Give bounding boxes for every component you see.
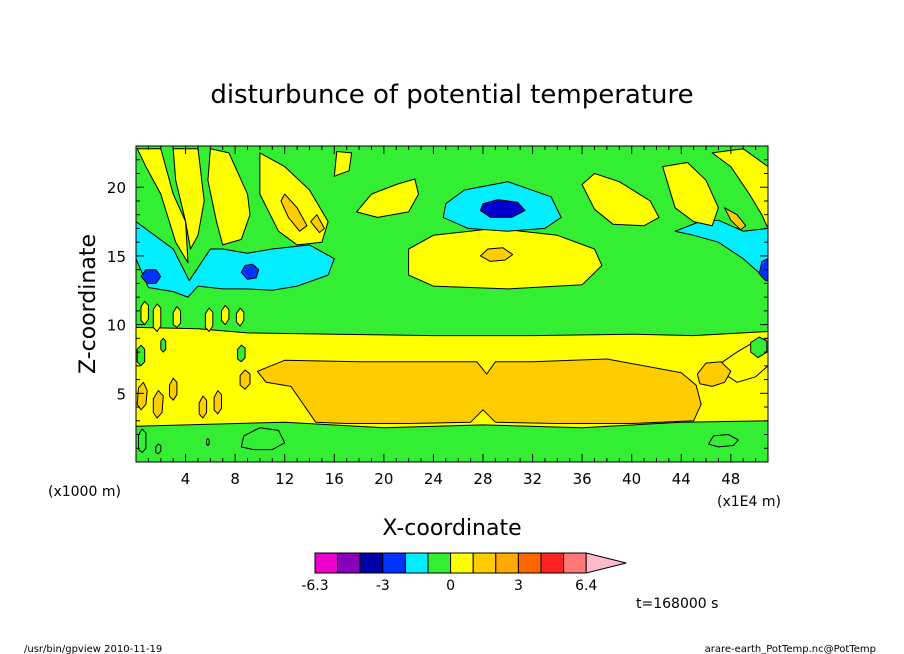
contour-region-gold-left-2 <box>152 390 164 419</box>
colorbar-cell <box>450 552 474 574</box>
colorbar: -6.3 -3 0 3 6.4 <box>301 552 627 594</box>
contour-region-blue-left-2 <box>240 263 260 280</box>
contour-region-yellow-top-right-2 <box>711 148 768 229</box>
contour-region-yellow-upper-right <box>581 173 660 227</box>
contour-region-yellow-top-left-2 <box>172 148 205 250</box>
x-tick-label: 16 <box>325 470 344 488</box>
contour-region-green-low-left-3 <box>136 344 146 367</box>
colorbar-cell <box>359 552 384 574</box>
x-tick-label: 4 <box>181 470 191 488</box>
x-tick-label: 48 <box>721 470 740 488</box>
contour-region-yellow-top-left-1 <box>136 148 189 264</box>
colorbar-cell <box>427 552 452 574</box>
x-tick-label: 28 <box>473 470 492 488</box>
colorbar-tick-label: 0 <box>446 578 455 594</box>
y-tick-label: 20 <box>107 179 126 197</box>
colorbar-tick-label: -3 <box>376 578 390 594</box>
colorbar-cell <box>314 552 339 574</box>
contour-region-gold-left-3 <box>169 377 178 401</box>
contour-region-gold-left-6 <box>239 369 251 390</box>
contour-region-gold-top-left-b <box>310 214 325 234</box>
colorbar-tick-label: 6.4 <box>575 578 597 594</box>
contour-region-yellow-band-left-4 <box>204 307 214 332</box>
y-tick-label: 10 <box>107 317 126 335</box>
contour-region-green-left-dot <box>206 438 210 446</box>
contour-region-gold-top-left <box>280 193 308 232</box>
contour-region-yellow-band-left-3 <box>172 306 182 328</box>
colorbar-cell <box>563 552 587 574</box>
colorbar-tick-label: 3 <box>514 578 523 594</box>
y-tick-label: 15 <box>107 248 126 266</box>
contour-region-gold-core <box>256 358 702 424</box>
contour-region-blue-right <box>758 258 768 282</box>
contour-region-gold-low-right <box>696 361 732 387</box>
contour-region-yellow-band-left-5 <box>221 304 230 326</box>
footer-left: /usr/bin/gpview 2010-11-19 <box>24 644 162 654</box>
contour-region-green-low-left-2 <box>155 443 162 455</box>
contour-region-yellow-upper-left <box>356 178 419 218</box>
contour-region-yellow-band-left-1 <box>140 300 149 326</box>
contour-region-green-low-right <box>708 434 739 448</box>
contour-region-gold-left-1 <box>136 381 148 411</box>
colorbar-arrow <box>585 552 627 574</box>
y-axis-label: Z-coordinate <box>76 234 101 374</box>
chart-title: disturbunce of potential temperature <box>210 80 693 110</box>
colorbar-tick-label: -6.3 <box>301 578 328 594</box>
x-tick-label: 8 <box>230 470 240 488</box>
contour-region-blue-upper-core <box>480 199 526 218</box>
colorbar-cell <box>495 552 519 574</box>
contour-region-cyan-left-band <box>136 221 335 298</box>
contour-region-yellow-top-left-3 <box>207 148 251 246</box>
contour-region-yellow-top-left-5 <box>333 151 353 177</box>
contour-region-green-low-left-1 <box>138 428 147 453</box>
x-axis-label: X-coordinate <box>382 516 521 541</box>
x-tick-label: 12 <box>275 470 294 488</box>
colorbar-cell <box>517 552 542 574</box>
footer-right: arare-earth_PotTemp.nc@PotTemp <box>705 644 876 654</box>
colorbar-cell <box>382 552 406 574</box>
colorbar-cell <box>404 552 429 574</box>
colorbar-cell <box>337 552 361 574</box>
contour-region-yellow-top-right-1 <box>662 162 719 227</box>
contour-region-green-low-left-4 <box>160 337 167 353</box>
contour-regions <box>136 148 768 455</box>
x-tick-label: 20 <box>374 470 393 488</box>
x-tick-label: 32 <box>523 470 542 488</box>
x-tick-label: 40 <box>622 470 641 488</box>
contour-region-gold-mid-dot <box>480 247 514 262</box>
colorbar-cell <box>472 552 497 574</box>
contour-region-green-low-left <box>240 427 286 451</box>
x-tick-label: 36 <box>573 470 592 488</box>
x-tick-label: 24 <box>424 470 443 488</box>
contour-region-yellow-band-left-2 <box>152 303 162 332</box>
colorbar-cell <box>540 552 565 574</box>
contour-region-gold-left-5 <box>213 390 222 415</box>
x-tick-label: 44 <box>672 470 691 488</box>
plot-frame <box>135 145 769 463</box>
contour-region-blue-left-1 <box>140 269 162 284</box>
time-label: t=168000 s <box>636 596 718 612</box>
y-axis-unit: (x1000 m) <box>48 484 121 500</box>
contour-region-green-low-left-5 <box>237 344 246 363</box>
x-axis-unit: (x1E4 m) <box>717 494 781 510</box>
contour-region-gold-top-right <box>724 207 747 231</box>
contour-region-yellow-band-left-6 <box>235 307 245 327</box>
contour-region-green-low-left-6 <box>750 336 768 359</box>
y-tick-label: 5 <box>116 385 126 403</box>
contour-region-gold-left-4 <box>198 395 208 419</box>
